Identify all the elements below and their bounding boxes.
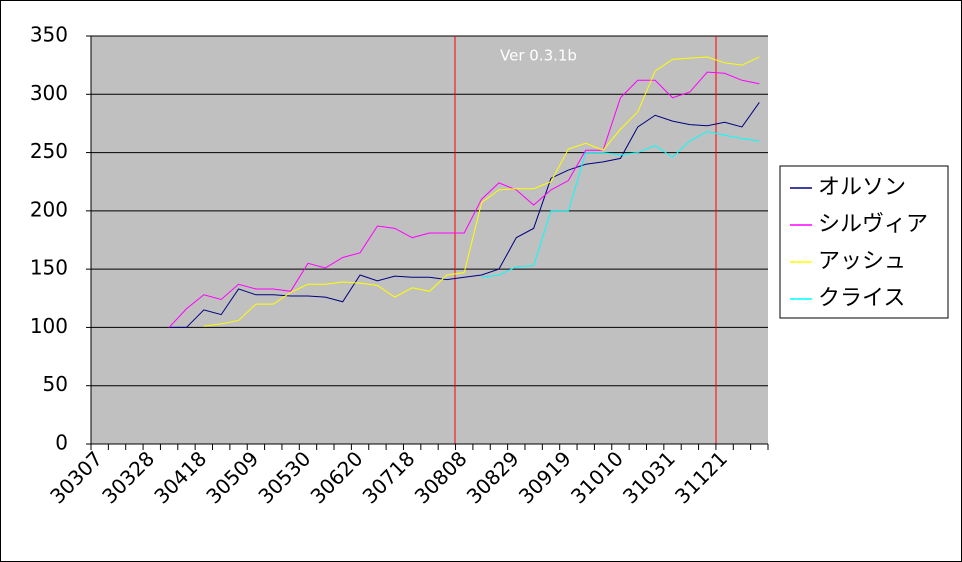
y-tick-label: 350	[30, 23, 68, 47]
legend-label: クライス	[818, 286, 905, 311]
legend	[779, 165, 949, 319]
y-tick-label: 250	[30, 139, 68, 163]
y-tick-label: 300	[30, 81, 68, 105]
y-tick-label: 50	[43, 372, 68, 396]
annotation: Ver 0.3.1b	[500, 47, 577, 65]
y-tick-label: 200	[30, 197, 68, 221]
legend-label: シルヴィア	[818, 212, 928, 237]
y-tick-label: 150	[30, 256, 68, 280]
series-line	[168, 71, 760, 328]
series-line	[203, 56, 760, 327]
legend-label: オルソン	[818, 175, 906, 200]
y-tick-label: 0	[55, 431, 68, 455]
legend-label: アッシュ	[818, 249, 906, 274]
y-tick-label: 100	[30, 314, 68, 338]
plot-area	[91, 36, 768, 444]
lines	[168, 56, 760, 328]
series-line	[169, 102, 760, 328]
series-line	[481, 131, 760, 278]
